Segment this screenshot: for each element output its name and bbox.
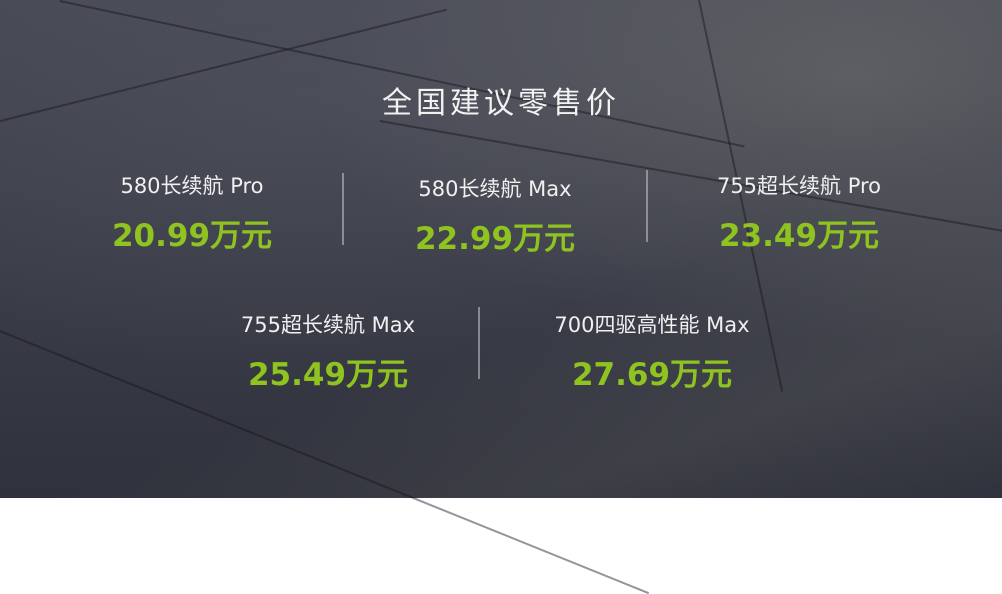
- model-name: 700四驱高性能 Max: [554, 313, 750, 337]
- model-price: 22.99万元: [414, 221, 576, 257]
- model-name: 580长续航 Pro: [120, 174, 264, 198]
- model-price: 23.49万元: [718, 218, 880, 254]
- model-price: 20.99万元: [111, 218, 273, 254]
- model-name: 755超长续航 Pro: [716, 174, 882, 198]
- model-name: 755超长续航 Max: [240, 313, 416, 337]
- price-item: 755超长续航 Pro 23.49万元: [649, 170, 949, 255]
- divider: [342, 173, 344, 245]
- price-item: 580长续航 Pro 20.99万元: [42, 170, 342, 255]
- price-item: 700四驱高性能 Max 27.69万元: [502, 309, 802, 394]
- model-price: 27.69万元: [571, 357, 733, 393]
- page-title: 全国建议零售价: [382, 86, 620, 121]
- divider: [478, 307, 480, 379]
- price-item: 580长续航 Max 22.99万元: [345, 173, 645, 258]
- model-name: 580长续航 Max: [418, 177, 572, 201]
- price-item: 755超长续航 Max 25.49万元: [178, 309, 478, 394]
- divider: [646, 170, 648, 242]
- model-price: 25.49万元: [247, 357, 409, 393]
